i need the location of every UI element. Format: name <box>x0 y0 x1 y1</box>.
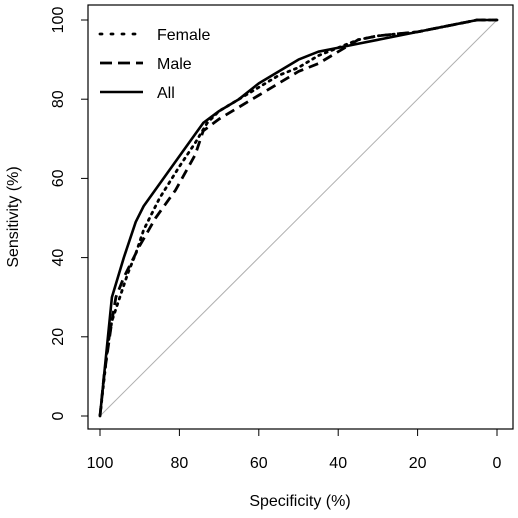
y-tick-label: 60 <box>50 169 67 187</box>
plot-frame <box>87 4 514 430</box>
x-tick-label: 0 <box>493 455 502 472</box>
y-axis: 0 20 40 60 80 100 <box>50 7 88 420</box>
legend: Female Male All <box>98 27 210 102</box>
legend-label-all: All <box>157 85 175 102</box>
x-tick-label: 80 <box>171 455 189 472</box>
x-tick-label: 20 <box>409 455 427 472</box>
legend-label-male: Male <box>157 56 192 73</box>
x-tick-label: 100 <box>87 455 114 472</box>
y-tick-label: 100 <box>50 7 67 34</box>
x-tick-label: 60 <box>250 455 268 472</box>
series-line-female <box>98 18 499 418</box>
y-tick-label: 20 <box>50 328 67 346</box>
legend-label-female: Female <box>157 27 210 44</box>
series-line-all <box>98 18 497 417</box>
y-tick-label: 40 <box>50 249 67 267</box>
y-axis-title: Sensitivity (%) <box>5 166 22 267</box>
reference-diagonal <box>99 19 498 417</box>
x-tick-label: 40 <box>329 455 347 472</box>
x-axis-title: Specificity (%) <box>249 493 350 510</box>
series-layer <box>98 18 499 418</box>
x-axis: 100 80 60 40 20 0 <box>87 429 502 472</box>
series-line-male <box>98 18 497 417</box>
y-tick-label: 80 <box>50 90 67 108</box>
y-tick-label: 0 <box>50 411 67 420</box>
